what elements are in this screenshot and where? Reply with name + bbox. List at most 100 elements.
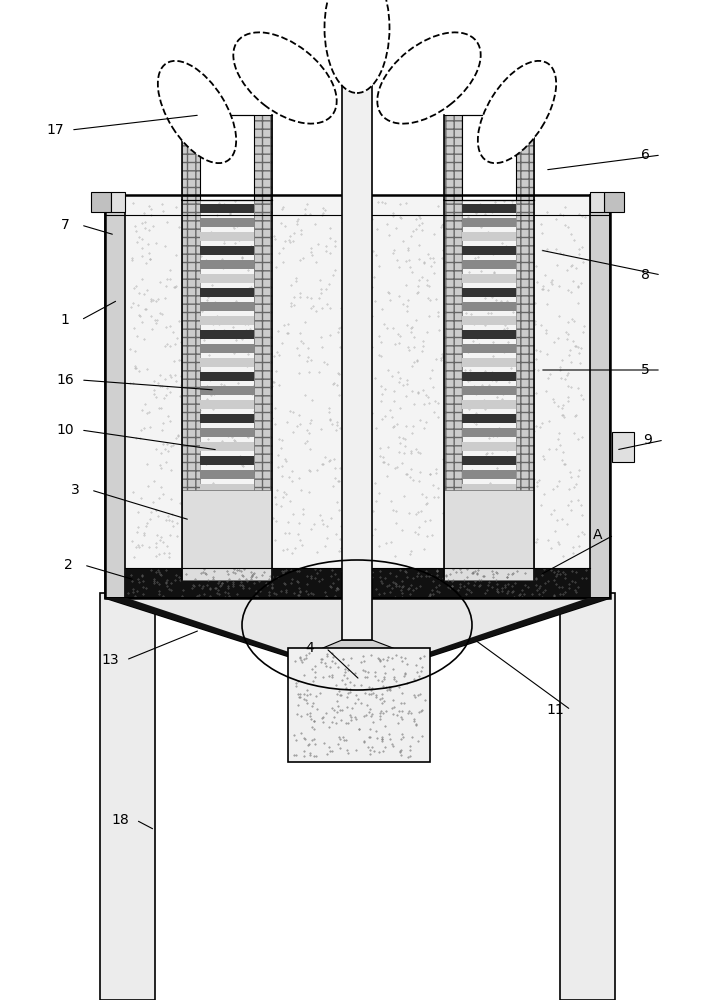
Bar (462, 330, 516, 339)
Bar (462, 414, 516, 423)
Bar (462, 288, 516, 297)
Bar (105, 195, 125, 598)
Bar (200, 442, 254, 451)
Bar (91, 192, 111, 212)
Polygon shape (411, 598, 610, 658)
Text: 4: 4 (306, 641, 314, 655)
Bar (604, 192, 624, 212)
Text: 1: 1 (61, 313, 69, 327)
Bar (200, 540, 254, 549)
Bar (182, 490, 272, 580)
Bar (590, 195, 610, 598)
Bar (125, 568, 590, 598)
Bar (462, 274, 516, 283)
Bar (125, 195, 590, 598)
Text: 7: 7 (61, 218, 69, 232)
Bar (444, 200, 462, 580)
Text: 11: 11 (546, 703, 564, 717)
Bar (182, 115, 200, 200)
Bar (462, 442, 516, 451)
Text: 10: 10 (56, 423, 74, 437)
Bar (288, 648, 430, 762)
Bar (462, 400, 516, 409)
Bar (444, 115, 462, 200)
Bar (462, 386, 516, 395)
Bar (462, 540, 516, 549)
Bar (462, 302, 516, 311)
Ellipse shape (377, 32, 481, 124)
Bar (100, 593, 155, 1000)
Bar (462, 526, 516, 535)
Bar (200, 260, 254, 269)
Bar (200, 316, 254, 325)
Bar (590, 192, 604, 212)
Bar (200, 428, 254, 437)
Text: 5: 5 (640, 363, 649, 377)
Bar (560, 593, 615, 1000)
Bar (462, 260, 516, 269)
Bar (462, 115, 516, 200)
Ellipse shape (158, 61, 236, 163)
Text: 2: 2 (64, 558, 72, 572)
Bar (462, 316, 516, 325)
Ellipse shape (233, 32, 337, 124)
Ellipse shape (324, 0, 390, 93)
Bar (200, 400, 254, 409)
Bar (462, 498, 516, 507)
Bar (462, 246, 516, 255)
Bar (200, 414, 254, 423)
Bar (200, 484, 254, 493)
Bar (254, 115, 272, 200)
Bar (462, 456, 516, 465)
Bar (111, 192, 125, 212)
Text: 9: 9 (643, 433, 653, 447)
Text: 3: 3 (71, 483, 79, 497)
Bar (462, 204, 516, 213)
Bar (200, 232, 254, 241)
Text: 16: 16 (56, 373, 74, 387)
Bar (462, 358, 516, 367)
Bar (462, 218, 516, 227)
Ellipse shape (478, 61, 556, 163)
Bar (200, 372, 254, 381)
Bar (200, 358, 254, 367)
Polygon shape (299, 640, 419, 658)
Bar (462, 232, 516, 241)
Bar (342, 48, 372, 640)
Bar (200, 512, 254, 521)
Text: A: A (593, 528, 603, 542)
Bar (462, 344, 516, 353)
Bar (200, 302, 254, 311)
Bar (200, 204, 254, 213)
Bar (462, 372, 516, 381)
Bar (200, 115, 254, 200)
Bar (200, 246, 254, 255)
Bar (200, 526, 254, 535)
Text: 18: 18 (111, 813, 129, 827)
Bar (254, 200, 272, 580)
Bar (200, 288, 254, 297)
Bar (200, 330, 254, 339)
Bar (462, 484, 516, 493)
Bar (182, 200, 200, 580)
Text: 17: 17 (46, 123, 64, 137)
Polygon shape (105, 598, 307, 658)
Bar (200, 456, 254, 465)
Bar (200, 498, 254, 507)
Bar (462, 470, 516, 479)
Bar (200, 470, 254, 479)
Text: 6: 6 (640, 148, 650, 162)
Polygon shape (105, 598, 610, 658)
Bar (200, 218, 254, 227)
Bar (516, 200, 534, 580)
Text: 8: 8 (640, 268, 650, 282)
Bar (444, 490, 534, 580)
Bar (516, 115, 534, 200)
Bar (200, 274, 254, 283)
Bar (612, 432, 634, 462)
Text: 13: 13 (101, 653, 119, 667)
Bar (200, 386, 254, 395)
Bar (462, 512, 516, 521)
Bar (200, 344, 254, 353)
Bar (462, 428, 516, 437)
